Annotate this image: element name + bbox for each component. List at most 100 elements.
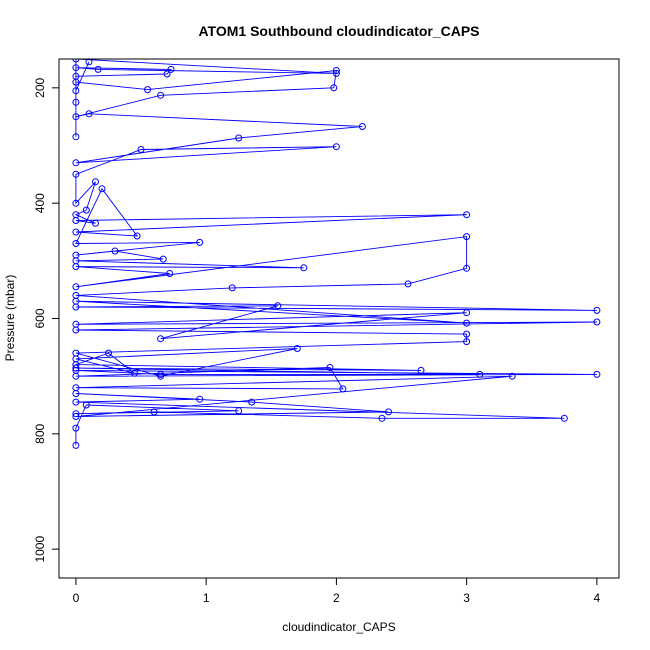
data-point xyxy=(332,69,340,77)
data-point xyxy=(105,349,112,357)
data-point xyxy=(72,240,80,247)
data-point xyxy=(166,270,174,277)
data-point xyxy=(137,146,145,153)
data-point xyxy=(167,65,175,73)
data-point xyxy=(72,59,80,63)
data-point xyxy=(332,67,340,74)
data-point xyxy=(463,338,471,346)
data-point xyxy=(85,110,93,118)
data-point xyxy=(235,134,243,142)
data-point xyxy=(326,364,334,371)
x-tick-label: 3 xyxy=(463,591,470,605)
y-tick-label: 200 xyxy=(33,77,47,97)
data-point xyxy=(293,345,301,352)
data-point xyxy=(248,398,256,406)
data-point xyxy=(72,283,80,291)
data-point xyxy=(72,424,80,432)
y-axis-label: Pressure (mbar) xyxy=(3,275,17,362)
data-point xyxy=(463,309,471,317)
data-point xyxy=(463,330,471,338)
data-point xyxy=(72,410,80,418)
data-point xyxy=(332,143,340,151)
data-point xyxy=(72,291,80,299)
data-point xyxy=(463,211,471,219)
y-axis: 200 400 600 800 1000 xyxy=(33,77,60,563)
data-point xyxy=(330,84,338,92)
x-tick-label: 4 xyxy=(594,591,601,605)
data-point xyxy=(133,232,141,240)
y-tick-label: 400 xyxy=(33,193,47,213)
data-point xyxy=(72,384,80,392)
data-point xyxy=(82,401,90,409)
data-point xyxy=(72,320,80,328)
data-point xyxy=(157,335,165,343)
data-point xyxy=(463,264,471,272)
x-axis: 0 1 2 3 4 xyxy=(73,577,601,605)
data-point xyxy=(72,170,80,178)
x-tick-label: 0 xyxy=(73,591,80,605)
data-point xyxy=(163,70,171,78)
data-point xyxy=(235,407,243,415)
data-point xyxy=(94,65,102,73)
data-point xyxy=(463,319,471,327)
y-tick-label: 800 xyxy=(33,423,47,443)
data-point xyxy=(358,123,366,130)
data-point xyxy=(144,86,152,94)
data-layer xyxy=(72,50,601,449)
data-point xyxy=(339,385,347,393)
data-point xyxy=(72,413,80,420)
data-point xyxy=(131,369,138,377)
data-point xyxy=(274,302,282,310)
data-point xyxy=(157,91,165,99)
data-point xyxy=(98,185,106,193)
data-point xyxy=(196,238,204,246)
data-point xyxy=(157,372,165,380)
x-axis-label: cloudindicator_CAPS xyxy=(282,620,395,634)
series-line xyxy=(74,59,597,446)
y-tick-label: 600 xyxy=(33,308,47,328)
data-point xyxy=(72,211,80,219)
data-point xyxy=(72,364,80,372)
data-point xyxy=(72,133,80,141)
data-point xyxy=(404,280,412,288)
data-point xyxy=(72,199,80,207)
data-point xyxy=(72,349,80,357)
data-point xyxy=(72,64,80,72)
data-point xyxy=(300,264,308,272)
data-point xyxy=(228,284,236,292)
data-point xyxy=(593,370,601,378)
data-point xyxy=(560,414,568,422)
data-point xyxy=(150,408,158,416)
chart-title: ATOM1 Southbound cloudindicator_CAPS xyxy=(198,23,479,39)
x-tick-label: 2 xyxy=(333,591,340,605)
data-point xyxy=(72,98,80,106)
data-point xyxy=(196,395,204,403)
data-point xyxy=(111,247,119,255)
data-point xyxy=(72,228,80,236)
data-point xyxy=(82,206,90,214)
data-point xyxy=(72,113,80,121)
data-point xyxy=(385,408,392,416)
data-point xyxy=(159,255,167,263)
data-point xyxy=(72,441,80,449)
data-point xyxy=(476,370,484,378)
data-point xyxy=(72,251,80,259)
data-point xyxy=(72,398,80,406)
x-tick-label: 1 xyxy=(203,591,210,605)
data-point xyxy=(92,178,99,186)
data-point xyxy=(85,59,93,66)
y-tick-label: 1000 xyxy=(33,536,47,563)
plot-area-border xyxy=(58,58,620,579)
data-point xyxy=(72,72,80,80)
data-point xyxy=(417,366,425,374)
data-point xyxy=(72,159,80,167)
data-point xyxy=(508,372,516,380)
data-point xyxy=(72,87,80,95)
data-point xyxy=(92,219,99,227)
data-point xyxy=(593,306,601,314)
data-point xyxy=(593,318,601,326)
data-point xyxy=(463,233,471,241)
data-point xyxy=(378,414,386,422)
data-point xyxy=(73,50,79,56)
